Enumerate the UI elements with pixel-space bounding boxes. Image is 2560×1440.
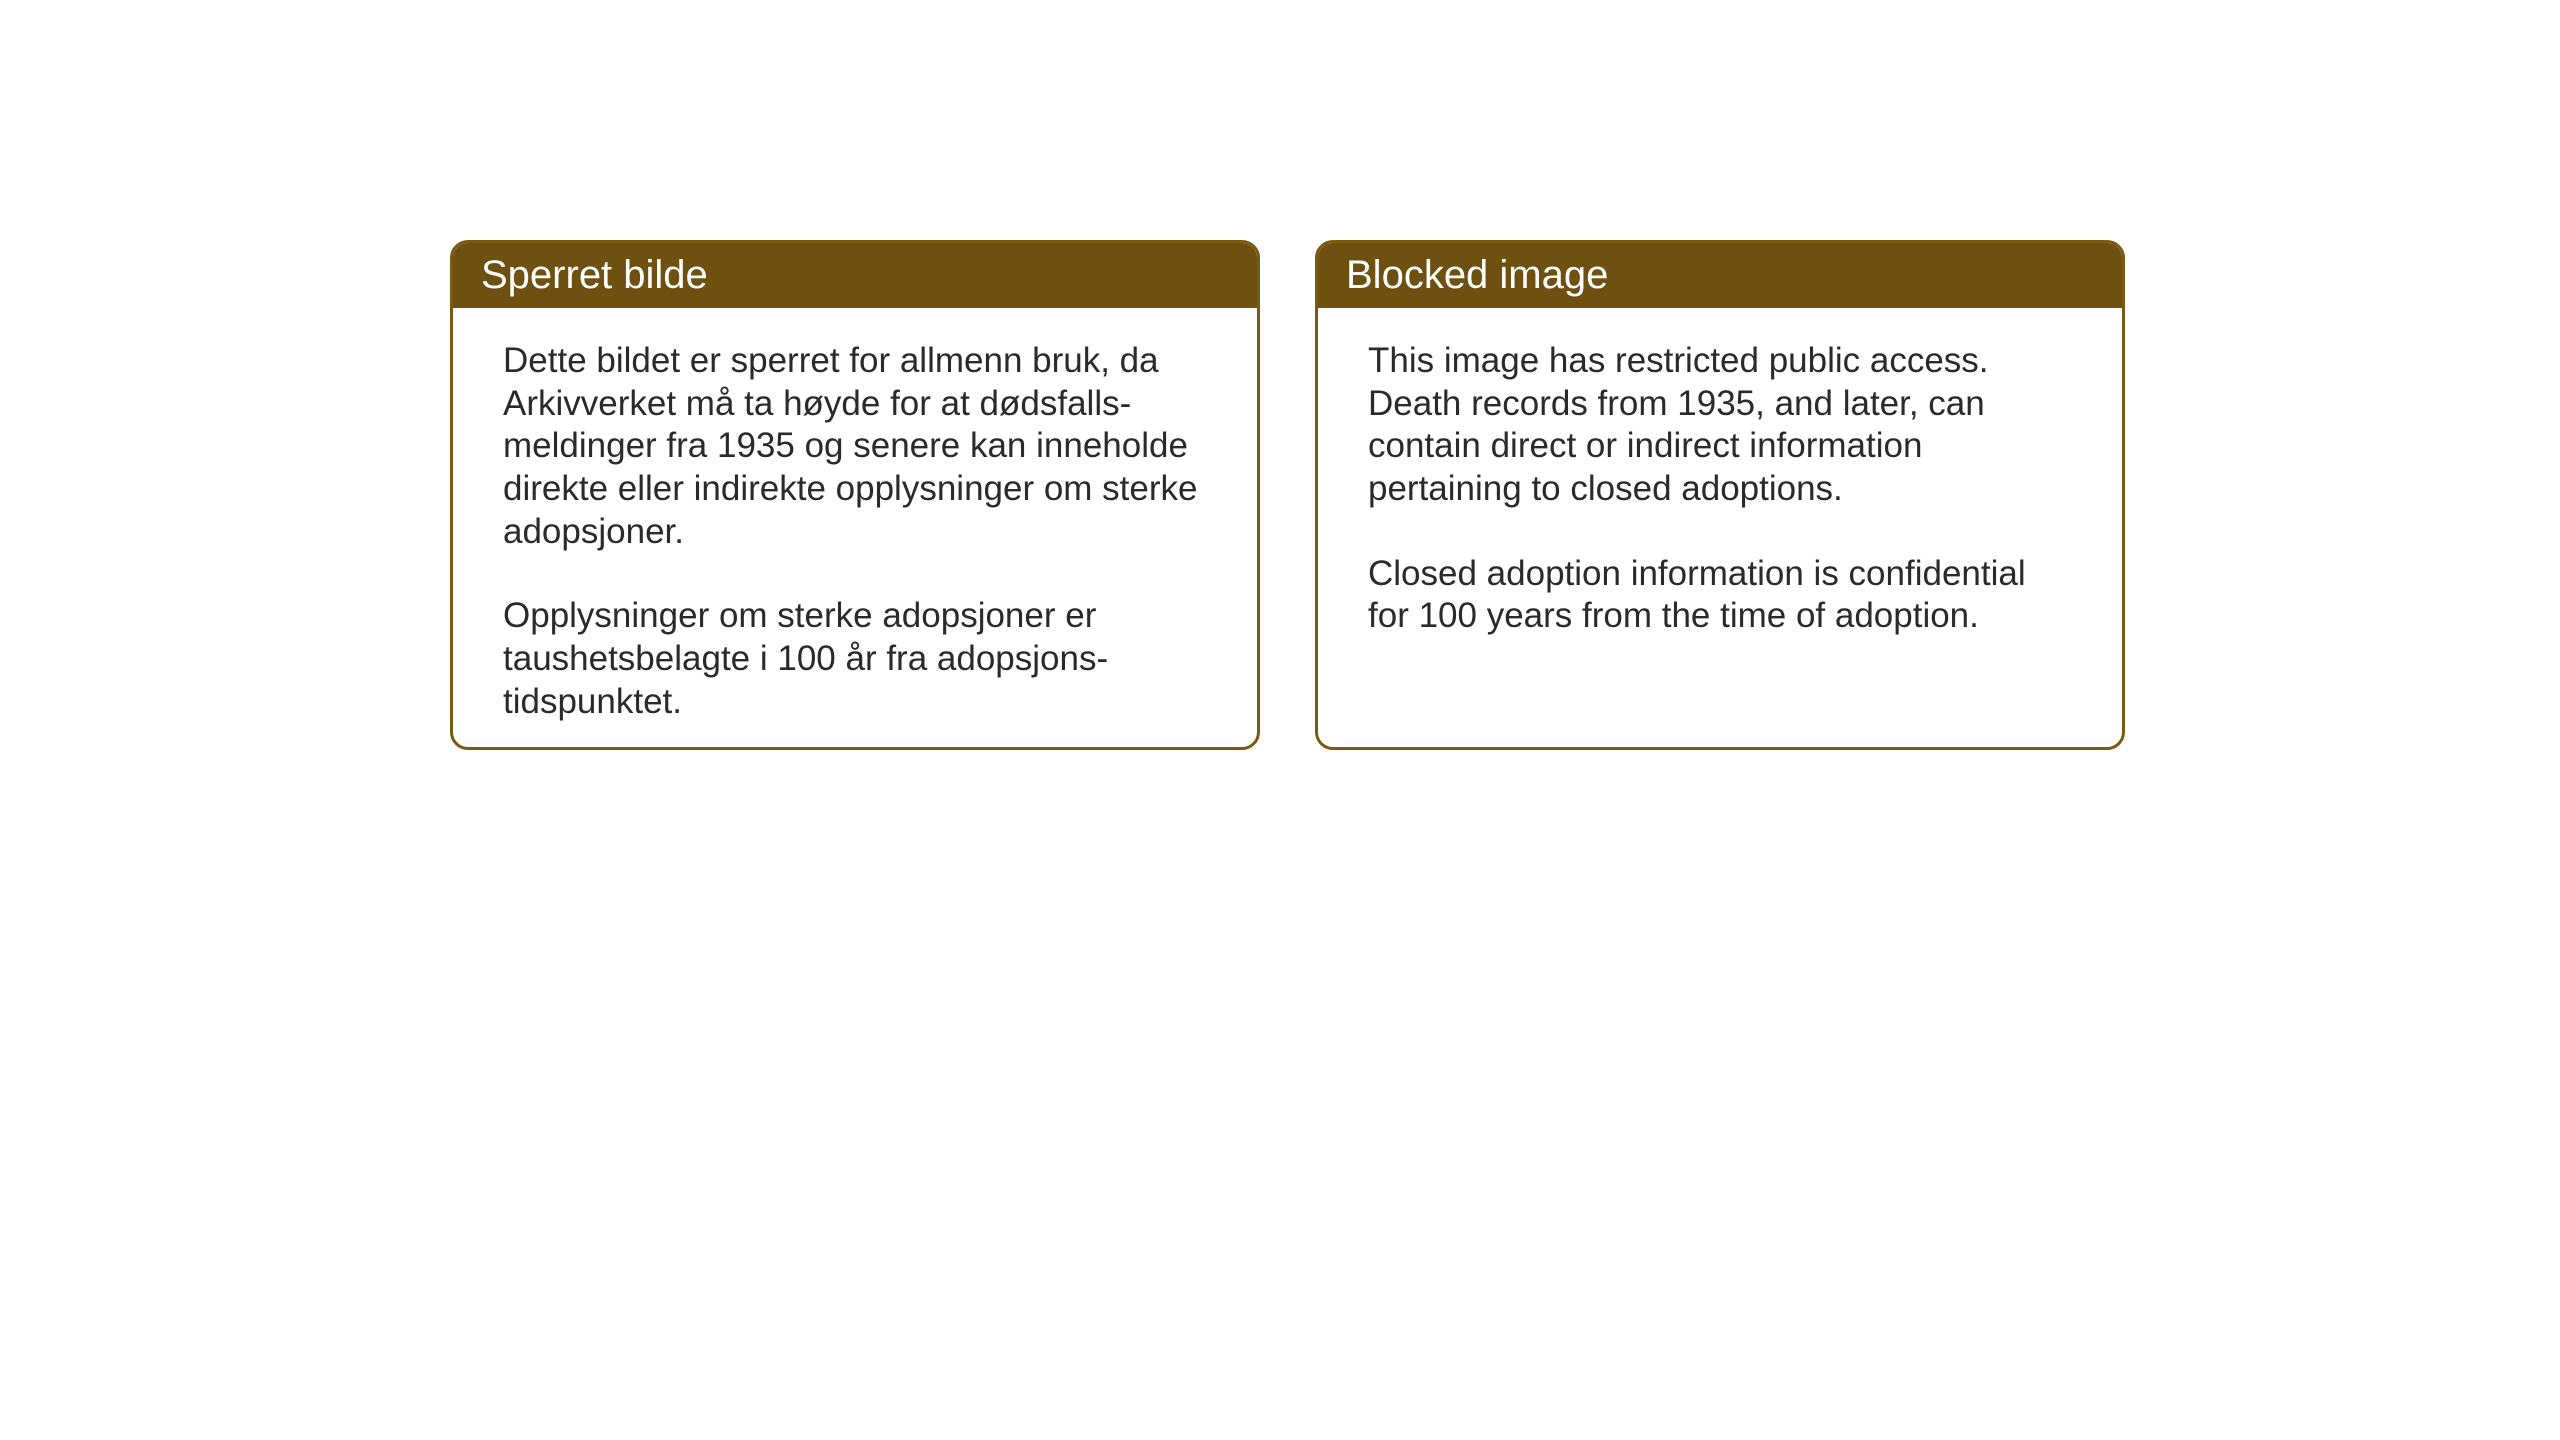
norwegian-card-body: Dette bildet er sperret for allmenn bruk… — [453, 308, 1257, 750]
english-paragraph-2: Closed adoption information is confident… — [1368, 553, 2072, 638]
norwegian-card-header: Sperret bilde — [453, 243, 1257, 308]
norwegian-card-title: Sperret bilde — [481, 253, 708, 297]
english-card-header: Blocked image — [1318, 243, 2122, 308]
english-paragraph-1: This image has restricted public access.… — [1368, 340, 2072, 511]
norwegian-paragraph-1: Dette bildet er sperret for allmenn bruk… — [503, 340, 1207, 553]
english-card-title: Blocked image — [1346, 253, 1608, 297]
notice-container: Sperret bilde Dette bildet er sperret fo… — [450, 240, 2125, 750]
english-card-body: This image has restricted public access.… — [1318, 308, 2122, 670]
english-notice-card: Blocked image This image has restricted … — [1315, 240, 2125, 750]
norwegian-paragraph-2: Opplysninger om sterke adopsjoner er tau… — [503, 595, 1207, 723]
norwegian-notice-card: Sperret bilde Dette bildet er sperret fo… — [450, 240, 1260, 750]
